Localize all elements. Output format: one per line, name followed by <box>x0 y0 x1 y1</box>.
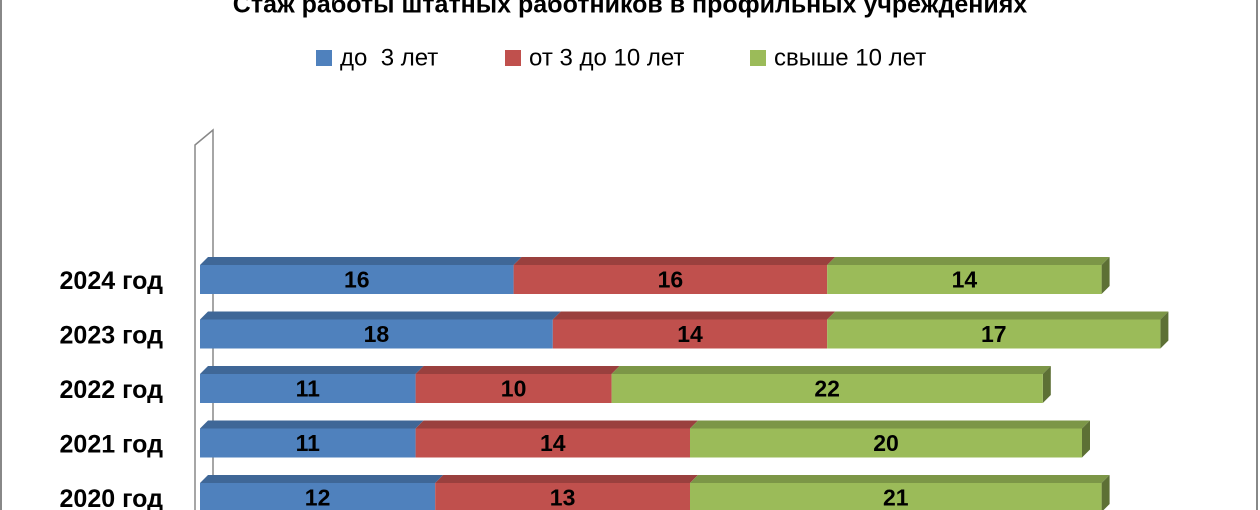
legend-swatch <box>505 50 521 66</box>
bar-segment <box>611 374 1043 403</box>
data-label: 13 <box>550 485 576 510</box>
bar-segment <box>435 483 690 510</box>
bar-top <box>200 475 444 483</box>
bar-side <box>1101 257 1110 294</box>
bar-top <box>513 257 836 265</box>
chart-title: Стаж работы штатных работников в профиль… <box>233 0 1028 19</box>
bar-top <box>200 420 424 429</box>
bar-side <box>1082 420 1090 458</box>
bar-top <box>552 311 836 320</box>
bar-side <box>1101 475 1110 510</box>
category-label: 2023 год <box>60 322 164 350</box>
bar-top <box>415 366 620 374</box>
data-label: 11 <box>296 430 321 456</box>
bar-side <box>1160 311 1169 349</box>
bar-top <box>435 475 698 483</box>
bar-top <box>827 257 1110 265</box>
data-label: 14 <box>540 430 566 456</box>
bar-segment <box>200 483 436 510</box>
bar-segment <box>690 428 1082 458</box>
data-label: 16 <box>658 267 684 293</box>
bar-segment <box>827 319 1161 349</box>
data-label: 22 <box>814 376 840 402</box>
bar-side <box>1042 366 1051 403</box>
legend-swatch <box>316 50 332 66</box>
bar-segment <box>415 374 612 403</box>
category-label: 2021 год <box>60 431 164 459</box>
data-label: 11 <box>296 376 321 402</box>
category-label: 2024 год <box>60 267 164 295</box>
bar-top <box>690 420 1090 429</box>
legend-label: свыше 10 лет <box>774 44 926 71</box>
bar-top <box>611 366 1051 374</box>
data-label: 17 <box>981 321 1007 347</box>
bar-segment <box>200 265 514 294</box>
bar-top <box>200 257 522 265</box>
bar-segment <box>827 265 1102 294</box>
data-label: 18 <box>364 321 390 347</box>
data-label: 14 <box>677 321 703 347</box>
bar-top <box>200 311 561 320</box>
data-label: 14 <box>952 267 978 293</box>
bar-segment <box>200 374 416 403</box>
data-label: 12 <box>305 485 331 510</box>
data-label: 20 <box>873 430 899 456</box>
bar-segment <box>200 428 416 458</box>
category-label: 2022 год <box>60 376 164 404</box>
bar-segment <box>415 428 690 458</box>
bar-top <box>200 366 424 374</box>
bar-top <box>415 420 698 429</box>
bar-top <box>690 475 1110 483</box>
data-label: 21 <box>883 485 909 510</box>
legend-label: до 3 лет <box>340 44 438 71</box>
legend-label: от 3 до 10 лет <box>529 44 684 71</box>
legend-swatch <box>750 50 766 66</box>
bar-segment <box>690 483 1102 510</box>
bar-segment <box>200 319 553 349</box>
data-label: 16 <box>344 267 370 293</box>
data-label: 10 <box>501 376 527 402</box>
category-label: 2020 год <box>60 485 164 510</box>
bar-segment <box>513 265 828 294</box>
bar-segment <box>552 319 828 349</box>
bar-top <box>827 311 1169 320</box>
